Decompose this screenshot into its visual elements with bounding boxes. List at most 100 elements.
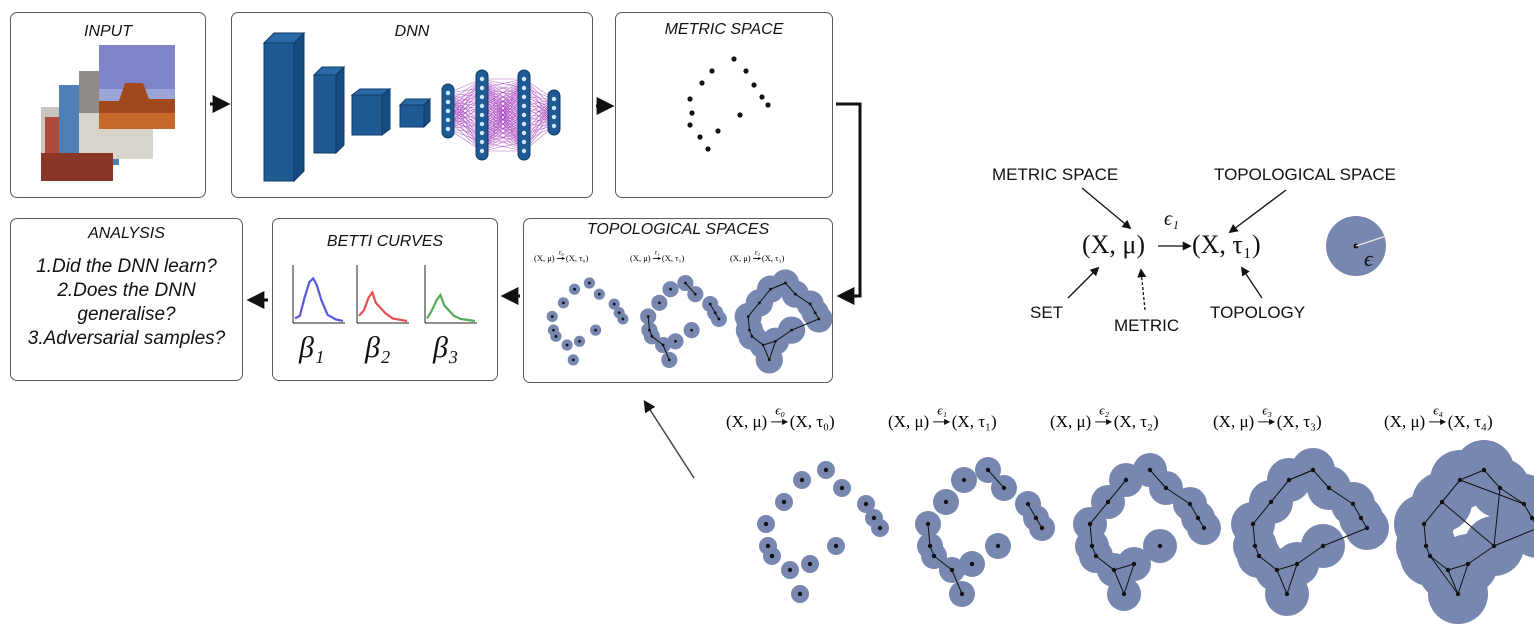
simplex-edge: [1352, 503, 1362, 519]
simplex-edge: [1328, 487, 1354, 505]
point: [1457, 477, 1463, 483]
point: [650, 334, 654, 338]
point: [1364, 525, 1370, 531]
simplex-edge: [1165, 487, 1191, 505]
point: [1025, 501, 1031, 507]
point: [621, 317, 625, 321]
simplex-edge: [1270, 479, 1290, 503]
point: [807, 561, 813, 567]
question-2-cont: generalise?: [77, 304, 176, 325]
simplex-edge: [775, 329, 792, 342]
point: [1445, 567, 1451, 573]
simplex-edge: [1113, 569, 1125, 595]
point: [1326, 485, 1332, 491]
point: [648, 328, 651, 332]
simplex-edge: [1089, 523, 1093, 547]
simplex-edge: [662, 344, 670, 361]
legend-arrow-metric-space: [1081, 187, 1132, 230]
point: [597, 292, 601, 296]
fc-connection: [481, 123, 525, 152]
point: [1481, 467, 1487, 473]
transition-arrowhead: [658, 256, 662, 260]
simplex-edge: [1258, 555, 1278, 571]
point: [1423, 543, 1429, 549]
fc-connection: [481, 132, 525, 152]
fc-neuron: [479, 94, 485, 100]
simplex-edge: [1322, 527, 1368, 547]
simplex-edge: [709, 303, 716, 314]
transition-to: (X, τ₂): [1114, 412, 1159, 431]
point: [1039, 525, 1045, 531]
question-3: 3.Adversarial samples?: [27, 328, 226, 349]
point: [708, 302, 712, 306]
simplex-edge: [758, 288, 771, 304]
transition-to: (X, τ₄): [1448, 412, 1493, 431]
point: [690, 328, 693, 332]
fc-neuron: [521, 85, 527, 91]
point: [1358, 515, 1364, 521]
simplex-edge: [1276, 563, 1298, 571]
fc-neuron: [479, 85, 485, 91]
simplex-edge: [1467, 545, 1495, 565]
photo-bottom: [41, 153, 113, 181]
point: [1187, 501, 1193, 507]
point: [871, 515, 877, 521]
point: [931, 553, 937, 559]
fc-neuron: [479, 121, 485, 127]
conv-block-3: [350, 88, 392, 136]
simplex-edge: [1027, 503, 1037, 519]
point: [573, 287, 576, 291]
point: [1087, 521, 1093, 527]
fc-neuron: [479, 130, 485, 136]
point: [959, 591, 965, 597]
simplex-edge: [685, 282, 696, 295]
point: [1284, 591, 1290, 597]
point: [1131, 561, 1137, 567]
betti-label-2: β₂: [365, 331, 391, 364]
point: [550, 315, 554, 318]
topological-spaces-box: TOPOLOGICAL SPACES (X, μ) ε₀ (X, τ₀) (X, μ)…: [523, 218, 833, 383]
simplex-edge: [770, 282, 786, 290]
epsilon-ball-radius: [1355, 235, 1387, 247]
betti-curves-box: BETTI CURVES β₁ β₂ β₃: [272, 218, 498, 381]
fc-neuron: [521, 76, 527, 82]
metric-point-cloud: [687, 56, 771, 152]
simplex-edge: [987, 469, 1005, 489]
fc-connection: [481, 78, 525, 152]
fc-neuron: [479, 112, 485, 118]
legend-arrow-set: [1067, 266, 1100, 299]
point: [746, 315, 750, 318]
dnn-title: DNN: [394, 23, 430, 40]
simplex-edge: [1459, 469, 1485, 481]
simplex-edge: [1459, 479, 1525, 505]
point: [667, 358, 671, 362]
simplex-edge: [1493, 487, 1501, 547]
transition-arrowhead: [562, 256, 566, 260]
simplex-edge: [1423, 501, 1443, 525]
point: [774, 339, 777, 343]
point: [1121, 591, 1127, 597]
point: [769, 553, 775, 559]
point: [713, 311, 717, 315]
point: [863, 501, 869, 507]
fc-connection: [481, 78, 525, 89]
fc-neuron: [479, 76, 485, 82]
analysis-questions: 1.Did the DNN learn? 2.Does the DNN gene…: [11, 255, 242, 351]
input-box: INPUT: [10, 12, 206, 198]
arrow-zoom-pointer: [643, 399, 695, 479]
point: [1491, 543, 1497, 549]
point: [817, 317, 821, 321]
simplex-edge: [1107, 479, 1127, 503]
point: [1286, 477, 1292, 483]
point: [697, 134, 703, 140]
fc-neuron: [445, 126, 451, 132]
fc-neuron: [445, 117, 451, 123]
fc-neuron: [521, 139, 527, 145]
point: [669, 287, 672, 291]
point: [661, 343, 665, 347]
fc-neuron: [521, 148, 527, 154]
legend-metric-label: METRIC: [1114, 316, 1180, 335]
simplex-edge: [1123, 563, 1135, 595]
point: [1421, 521, 1427, 527]
simplex-edge: [1252, 523, 1256, 547]
